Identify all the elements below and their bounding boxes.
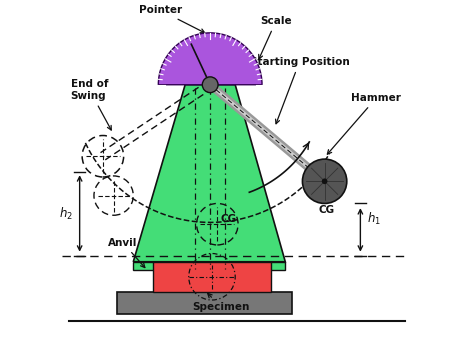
Polygon shape: [133, 262, 285, 278]
Text: Starting Position: Starting Position: [249, 57, 349, 124]
Polygon shape: [117, 292, 292, 314]
Text: Scale: Scale: [259, 16, 292, 59]
Text: CG: CG: [319, 205, 335, 215]
Polygon shape: [133, 85, 285, 262]
Text: Pointer: Pointer: [139, 5, 205, 33]
Polygon shape: [153, 262, 271, 292]
Text: CG: CG: [221, 214, 237, 224]
Text: $h_1$: $h_1$: [367, 211, 381, 227]
Text: $h_2$: $h_2$: [59, 206, 73, 223]
Text: Anvil: Anvil: [108, 238, 145, 267]
Circle shape: [302, 159, 347, 204]
Text: End of
Swing: End of Swing: [71, 79, 111, 130]
Text: Specimen: Specimen: [192, 293, 250, 312]
Text: Hammer: Hammer: [328, 93, 401, 154]
Circle shape: [202, 77, 218, 93]
Wedge shape: [158, 33, 262, 85]
Circle shape: [322, 178, 328, 184]
